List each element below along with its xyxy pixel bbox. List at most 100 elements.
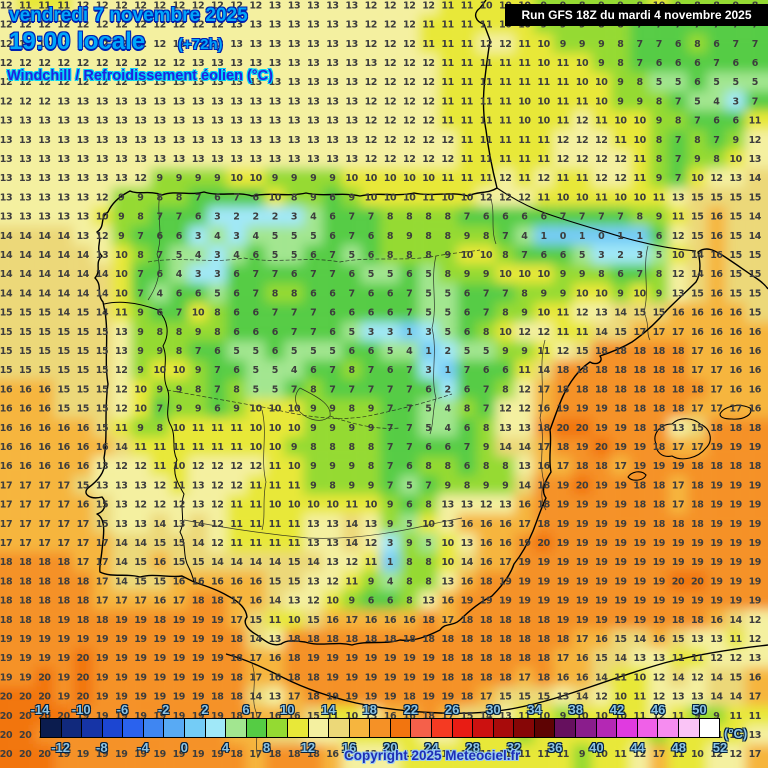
colorbar-cell (576, 719, 597, 737)
grid-value: 16 (384, 615, 397, 626)
grid-value: 6 (233, 269, 240, 280)
grid-value: 10 (365, 173, 378, 184)
grid-value: 19 (557, 615, 569, 626)
grid-value: 17 (134, 596, 146, 607)
grid-value: 12 (365, 0, 377, 11)
grid-value: 18 (691, 519, 704, 530)
grid-value: 11 (633, 692, 645, 703)
grid-value: 7 (502, 288, 508, 299)
grid-value: 13 (230, 20, 242, 31)
grid-value: 13 (38, 212, 50, 223)
grid-value: 19 (729, 538, 741, 549)
grid-value: 11 (537, 154, 549, 165)
grid-value: 18 (499, 615, 512, 626)
grid-value: 10 (537, 58, 550, 69)
grid-value: 13 (288, 96, 300, 107)
grid-value: 14 (38, 250, 51, 261)
grid-value: 9 (579, 39, 585, 50)
grid-value: 13 (326, 0, 338, 11)
grid-value: 13 (38, 135, 50, 146)
grid-value: 8 (483, 423, 490, 434)
grid-value: 19 (115, 672, 127, 683)
border-extremadura (261, 409, 267, 531)
grid-value: 14 (0, 288, 13, 299)
grid-value: 13 (326, 39, 338, 50)
grid-value: 17 (96, 538, 108, 549)
grid-value: 18 (441, 672, 454, 683)
grid-value: 13 (115, 500, 127, 511)
grid-value: 12 (710, 749, 722, 760)
grid-value: 5 (252, 365, 258, 376)
grid-value: 18 (557, 384, 570, 395)
grid-value: 9 (118, 212, 124, 223)
grid-value: 13 (345, 116, 357, 127)
grid-value: 14 (691, 250, 704, 261)
colorbar-cell (102, 719, 124, 737)
grid-value: 7 (579, 212, 585, 223)
grid-value: 19 (173, 634, 185, 645)
grid-value: 15 (0, 327, 12, 338)
colorbar-cell (143, 719, 165, 737)
grid-value: 19 (173, 692, 185, 703)
grid-value: 8 (348, 442, 355, 453)
grid-value: 11 (518, 154, 530, 165)
grid-value: 18 (480, 653, 493, 664)
grid-value: 13 (345, 749, 357, 760)
grid-value: 13 (96, 461, 108, 472)
grid-value: 18 (403, 692, 416, 703)
grid-value: 15 (288, 576, 300, 587)
grid-value: 17 (38, 500, 50, 511)
grid-value: 11 (614, 672, 626, 683)
grid-value: 18 (384, 634, 397, 645)
grid-value: 12 (595, 173, 607, 184)
grid-value: 11 (422, 39, 434, 50)
grid-value: 9 (195, 365, 201, 376)
grid-value: 19 (537, 596, 549, 607)
grid-value: 13 (345, 135, 357, 146)
grid-value: 11 (595, 116, 607, 127)
grid-value: 11 (499, 154, 511, 165)
grid-value: 15 (96, 327, 108, 338)
grid-value: 15 (134, 576, 146, 587)
grid-value: 18 (614, 346, 627, 357)
colorbar-tick: -14 (30, 702, 50, 717)
grid-value: 18 (38, 576, 51, 587)
grid-value: 13 (595, 308, 607, 319)
grid-value: 6 (329, 212, 336, 223)
grid-value: 15 (96, 500, 108, 511)
grid-value: 6 (310, 250, 317, 261)
grid-value: 11 (499, 58, 511, 69)
grid-value: 12 (211, 20, 223, 31)
grid-value: 14 (115, 557, 128, 568)
grid-value: 13 (153, 77, 165, 88)
grid-value: 12 (211, 538, 223, 549)
colorbar-tick: 26 (444, 702, 460, 717)
grid-value: 16 (192, 576, 205, 587)
grid-value: 6 (195, 288, 202, 299)
grid-value: 8 (272, 288, 279, 299)
grid-value: 19 (576, 500, 588, 511)
grid-value: 20 (57, 711, 70, 722)
grid-value: 7 (675, 173, 681, 184)
grid-value: 10 (461, 250, 474, 261)
grid-value: 19 (576, 576, 588, 587)
grid-value: 11 (461, 39, 473, 50)
grid-value: 12 (211, 0, 223, 11)
grid-value: 12 (518, 327, 530, 338)
grid-value: 13 (134, 96, 146, 107)
grid-value: 12 (115, 39, 127, 50)
grid-value: 4 (214, 231, 221, 242)
grid-value: 10 (173, 423, 186, 434)
grid-value: 12 (729, 653, 741, 664)
grid-value: 13 (57, 173, 69, 184)
grid-value: 19 (173, 653, 185, 664)
grid-value: 19 (595, 576, 607, 587)
grid-value: 15 (0, 308, 12, 319)
colorbar-tick: 18 (362, 702, 377, 717)
grid-value: 11 (518, 135, 530, 146)
colorbar-cell (534, 719, 556, 737)
grid-value: 6 (387, 288, 394, 299)
grid-value: 9 (387, 519, 393, 530)
grid-value: 11 (269, 615, 281, 626)
